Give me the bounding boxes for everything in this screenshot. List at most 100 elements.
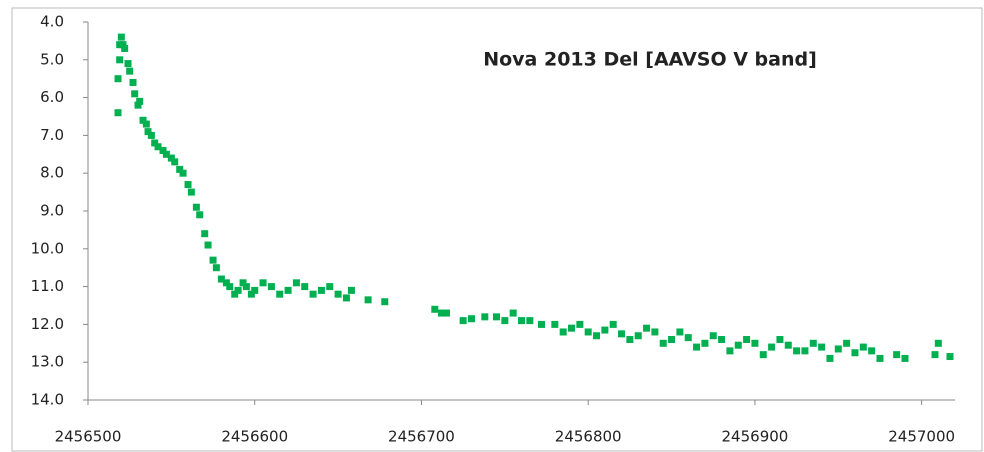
point: [593, 332, 601, 340]
point: [342, 294, 350, 302]
point: [551, 320, 559, 328]
point: [347, 286, 355, 294]
y-tick-label: 8.0: [40, 164, 64, 182]
point: [184, 181, 192, 189]
point: [518, 317, 525, 325]
point: [734, 341, 742, 349]
point: [154, 143, 162, 151]
point: [114, 109, 122, 117]
point: [267, 283, 275, 291]
point: [946, 353, 954, 361]
point: [634, 332, 642, 340]
point: [209, 256, 217, 264]
point: [242, 283, 250, 291]
point: [893, 351, 901, 359]
point: [116, 56, 124, 64]
point: [492, 313, 500, 321]
point: [284, 286, 292, 294]
point: [239, 279, 247, 287]
point: [334, 290, 342, 298]
point: [121, 44, 129, 52]
point: [726, 347, 734, 355]
point: [222, 279, 230, 287]
point: [114, 75, 122, 83]
point: [442, 309, 450, 317]
point: [171, 158, 179, 166]
point: [151, 139, 159, 147]
point: [609, 320, 617, 328]
point: [259, 279, 267, 287]
point: [659, 339, 667, 347]
point: [437, 309, 445, 317]
point: [701, 339, 709, 347]
point: [231, 290, 239, 298]
x-tick-label: 2456700: [388, 428, 455, 446]
point: [643, 324, 651, 332]
point: [309, 290, 317, 298]
point: [776, 336, 784, 344]
y-tick-label: 4.0: [40, 13, 64, 31]
point: [317, 286, 325, 294]
point: [509, 309, 517, 317]
point: [626, 336, 634, 344]
point: [768, 343, 776, 351]
point: [576, 320, 584, 328]
point: [326, 283, 334, 291]
point: [751, 339, 759, 347]
point: [276, 290, 284, 298]
x-tick-label: 2457000: [888, 428, 955, 446]
point: [759, 351, 767, 359]
point: [876, 354, 884, 362]
point: [834, 345, 842, 353]
point: [129, 78, 137, 86]
point: [709, 332, 717, 340]
point: [538, 320, 546, 328]
point: [247, 290, 255, 298]
point: [131, 90, 139, 98]
point: [179, 169, 187, 177]
point: [217, 275, 225, 283]
point: [801, 347, 809, 355]
point: [568, 324, 576, 332]
x-tick-label: 2456500: [55, 428, 122, 446]
point: [117, 33, 125, 41]
point: [676, 328, 684, 336]
x-tick-label: 2456800: [555, 428, 622, 446]
y-tick-label: 6.0: [40, 88, 64, 106]
point: [204, 241, 212, 249]
point: [459, 317, 467, 325]
y-tick-label: 10.0: [31, 239, 64, 257]
point: [826, 354, 834, 362]
point: [119, 41, 127, 49]
point: [601, 326, 609, 334]
point: [176, 165, 184, 173]
point: [934, 339, 942, 347]
y-tick-label: 11.0: [31, 277, 64, 295]
point: [526, 317, 534, 325]
point: [431, 305, 439, 313]
point: [743, 336, 751, 344]
y-tick-label: 14.0: [31, 391, 64, 409]
point: [684, 334, 692, 342]
y-tick-label: 13.0: [31, 353, 64, 371]
point: [364, 296, 372, 304]
y-tick-label: 5.0: [40, 50, 64, 68]
point: [868, 347, 876, 355]
point: [167, 154, 175, 162]
point: [212, 264, 220, 272]
x-tick-label: 2456600: [221, 428, 288, 446]
chart-title: Nova 2013 Del [AAVSO V band]: [483, 49, 817, 71]
x-tick-label: 2456900: [722, 428, 789, 446]
point: [584, 328, 592, 336]
point: [126, 67, 134, 75]
point: [901, 354, 909, 362]
point: [124, 60, 132, 68]
point: [718, 336, 726, 344]
point: [381, 298, 389, 306]
point: [139, 116, 147, 124]
point: [809, 339, 817, 347]
point: [234, 286, 242, 294]
point: [651, 328, 659, 336]
point: [693, 343, 701, 351]
